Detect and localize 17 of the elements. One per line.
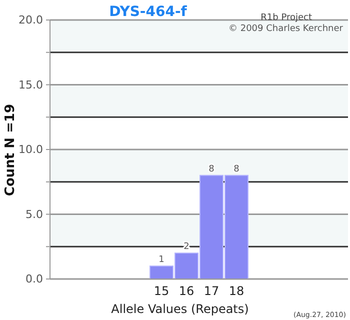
- y-tick-label: 5.0: [26, 208, 43, 221]
- data-label: 8: [234, 164, 240, 174]
- y-tick-label: 0.0: [26, 272, 43, 286]
- y-tick-label: 10.0: [18, 143, 43, 156]
- x-tick-label: 16: [178, 284, 194, 298]
- x-tick-label: 18: [228, 284, 244, 298]
- data-label: 1: [158, 255, 164, 266]
- x-axis-title: Allele Values (Repeats): [111, 302, 249, 316]
- annotation: R1b Project: [260, 13, 312, 23]
- y-tick-label: 20.0: [18, 14, 43, 27]
- y-tick-label: 15.0: [18, 78, 43, 92]
- x-tick-label: 15: [154, 284, 170, 298]
- y-axis-title: Count N =19: [3, 104, 18, 196]
- annotation: © 2009 Charles Kerchner: [228, 24, 344, 34]
- x-tick-label: 17: [204, 284, 220, 298]
- data-label: 8: [208, 164, 215, 174]
- chart-title: DYS-464-f: [109, 4, 188, 20]
